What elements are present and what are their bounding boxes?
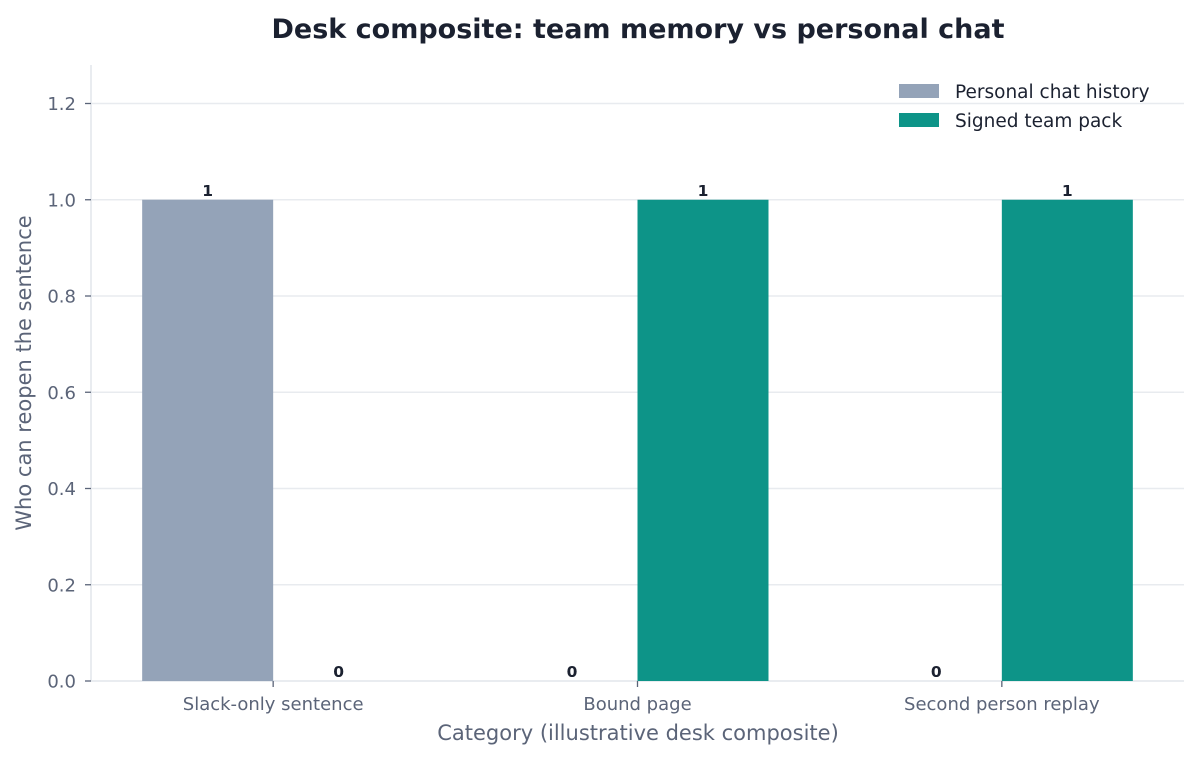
y-tick-label: 1.0: [47, 190, 76, 211]
legend-swatch: [899, 113, 939, 127]
y-tick-label: 0.2: [47, 575, 76, 596]
data-labels: 1 0 0 1 0 1: [202, 182, 1072, 681]
bar-value-label: 0: [567, 663, 578, 681]
bar-value-label: 0: [333, 663, 344, 681]
y-axis-title: Who can reopen the sentence: [12, 215, 36, 530]
bar-value-label: 1: [202, 182, 213, 200]
legend-label: Signed team pack: [955, 111, 1122, 132]
bar-value-label: 1: [698, 182, 709, 200]
legend-swatch: [899, 84, 939, 98]
bar: [637, 199, 769, 681]
y-tick-label: 0.8: [47, 287, 76, 308]
x-tick-label: Slack-only sentence: [183, 694, 364, 715]
chart-title: Desk composite: team memory vs personal …: [272, 14, 1005, 45]
bar-value-label: 1: [1062, 182, 1073, 200]
y-tick-label: 0.4: [47, 479, 76, 500]
bars: [142, 199, 1133, 681]
y-tick-label: 1.2: [47, 94, 76, 115]
x-tick-label: Second person replay: [904, 694, 1100, 715]
legend-label: Personal chat history: [955, 82, 1150, 103]
bar-value-label: 0: [931, 663, 942, 681]
x-tick-label: Bound page: [583, 694, 691, 715]
bar: [1001, 199, 1133, 681]
y-tick-label: 0.0: [47, 672, 76, 693]
bar: [142, 199, 274, 681]
x-axis-title: Category (illustrative desk composite): [437, 721, 839, 745]
axis-ticks: 0.0 0.2 0.4 0.6 0.8 1.0 1.2 Slack-only sentence…: [47, 94, 1100, 715]
y-tick-label: 0.6: [47, 383, 76, 404]
legend: Personal chat history Signed team pack: [899, 82, 1150, 132]
